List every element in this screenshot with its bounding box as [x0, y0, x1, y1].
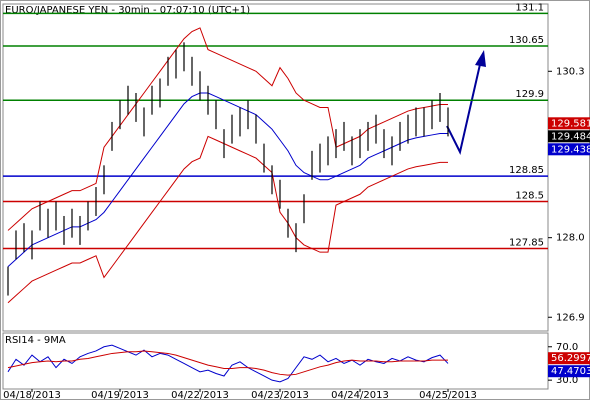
level-label: 128.85: [509, 165, 544, 176]
x-tick-label: 04/19/2013: [91, 390, 149, 400]
x-tick-label: 04/22/2013: [171, 390, 229, 400]
price-tag-box: [548, 143, 590, 156]
level-label: 131.1: [515, 2, 544, 13]
indicator-line: [7, 92, 448, 267]
price-tag-box: [548, 117, 590, 130]
x-tick-label: 04/23/2013: [251, 390, 309, 400]
level-label: 127.85: [509, 238, 544, 249]
price-tag: 47.4703: [551, 366, 590, 377]
level-label: 130.65: [509, 35, 544, 46]
y-tick-label: 30.0: [556, 375, 578, 386]
x-tick-label: 04/24/2013: [331, 390, 389, 400]
price-tag: 129.438: [551, 144, 590, 155]
x-tick-label: 04/18/2013: [3, 390, 61, 400]
level-label: 129.9: [515, 89, 544, 100]
price-tag: 56.2997: [551, 353, 590, 364]
forecast-arrow: [446, 50, 486, 155]
price-panel: [2, 3, 549, 332]
y-tick-label: 126.9: [556, 312, 585, 323]
indicator-line: [7, 27, 448, 231]
chart-title: EURO/JAPANESE YEN - 30min - 07:07:10 (UT…: [5, 5, 250, 16]
price-tag-box: [548, 352, 590, 365]
indicator-line: [7, 350, 448, 376]
price-tag-box: [548, 365, 590, 378]
y-tick-label: 128.0: [556, 233, 585, 244]
price-tag: 129.581: [551, 118, 590, 129]
x-tick-label: 04/25/2013: [419, 390, 477, 400]
indicator-line: [7, 135, 448, 304]
price-tag-box: [548, 130, 590, 143]
price-tag: 129.484: [551, 131, 590, 142]
rsi-title: RSI14 - 9MA: [5, 335, 66, 346]
y-tick-label: 130.3: [556, 66, 585, 77]
level-label: 128.5: [515, 191, 544, 202]
y-tick-label: 70.0: [556, 342, 578, 353]
